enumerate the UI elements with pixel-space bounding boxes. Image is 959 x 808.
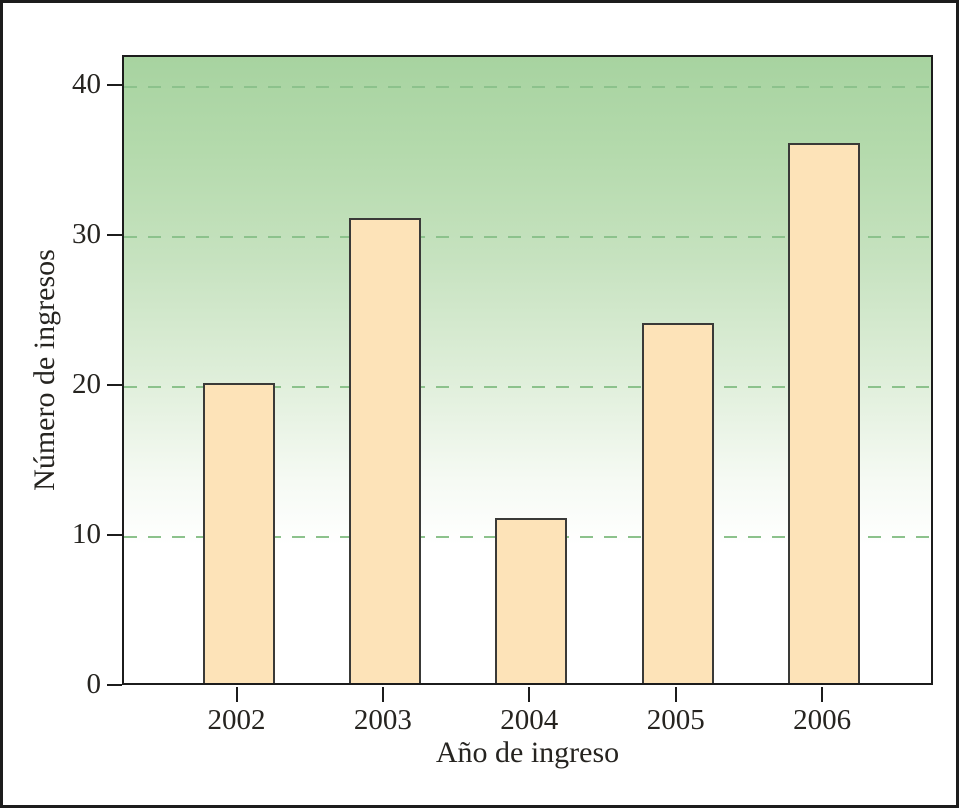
x-tick-label-2005: 2005: [646, 704, 705, 736]
x-tick-label-2002: 2002: [207, 704, 266, 736]
plot-area: [122, 55, 933, 685]
bar-2004: [495, 518, 568, 683]
bar-2002: [202, 383, 275, 683]
gridline-y-20: [124, 386, 931, 388]
x-tick-mark-2005: [674, 687, 677, 702]
x-tick-label-2004: 2004: [500, 704, 559, 736]
x-tick-mark-2003: [381, 687, 384, 702]
y-tick-label-20: 20: [72, 368, 101, 400]
y-tick-label-10: 10: [72, 518, 101, 550]
gridline-y-30: [124, 236, 931, 238]
x-tick-label-2006: 2006: [793, 704, 852, 736]
bar-2005: [641, 323, 714, 683]
x-axis-title: Año de ingreso: [435, 736, 620, 769]
y-tick-mark-30: [107, 234, 122, 236]
x-tick-label-2003: 2003: [353, 704, 412, 736]
y-tick-mark-10: [107, 534, 122, 536]
x-tick-mark-2002: [235, 687, 238, 702]
y-tick-label-40: 40: [72, 68, 101, 100]
bar-2006: [788, 143, 861, 683]
y-tick-mark-0: [107, 684, 122, 686]
y-tick-mark-40: [107, 84, 122, 86]
y-tick-mark-20: [107, 384, 122, 386]
bar-2003: [348, 218, 421, 683]
x-tick-mark-2006: [821, 687, 824, 702]
gridline-y-40: [124, 86, 931, 88]
y-tick-label-30: 30: [72, 218, 101, 250]
x-tick-mark-2004: [528, 687, 531, 702]
y-tick-label-0: 0: [86, 668, 102, 700]
